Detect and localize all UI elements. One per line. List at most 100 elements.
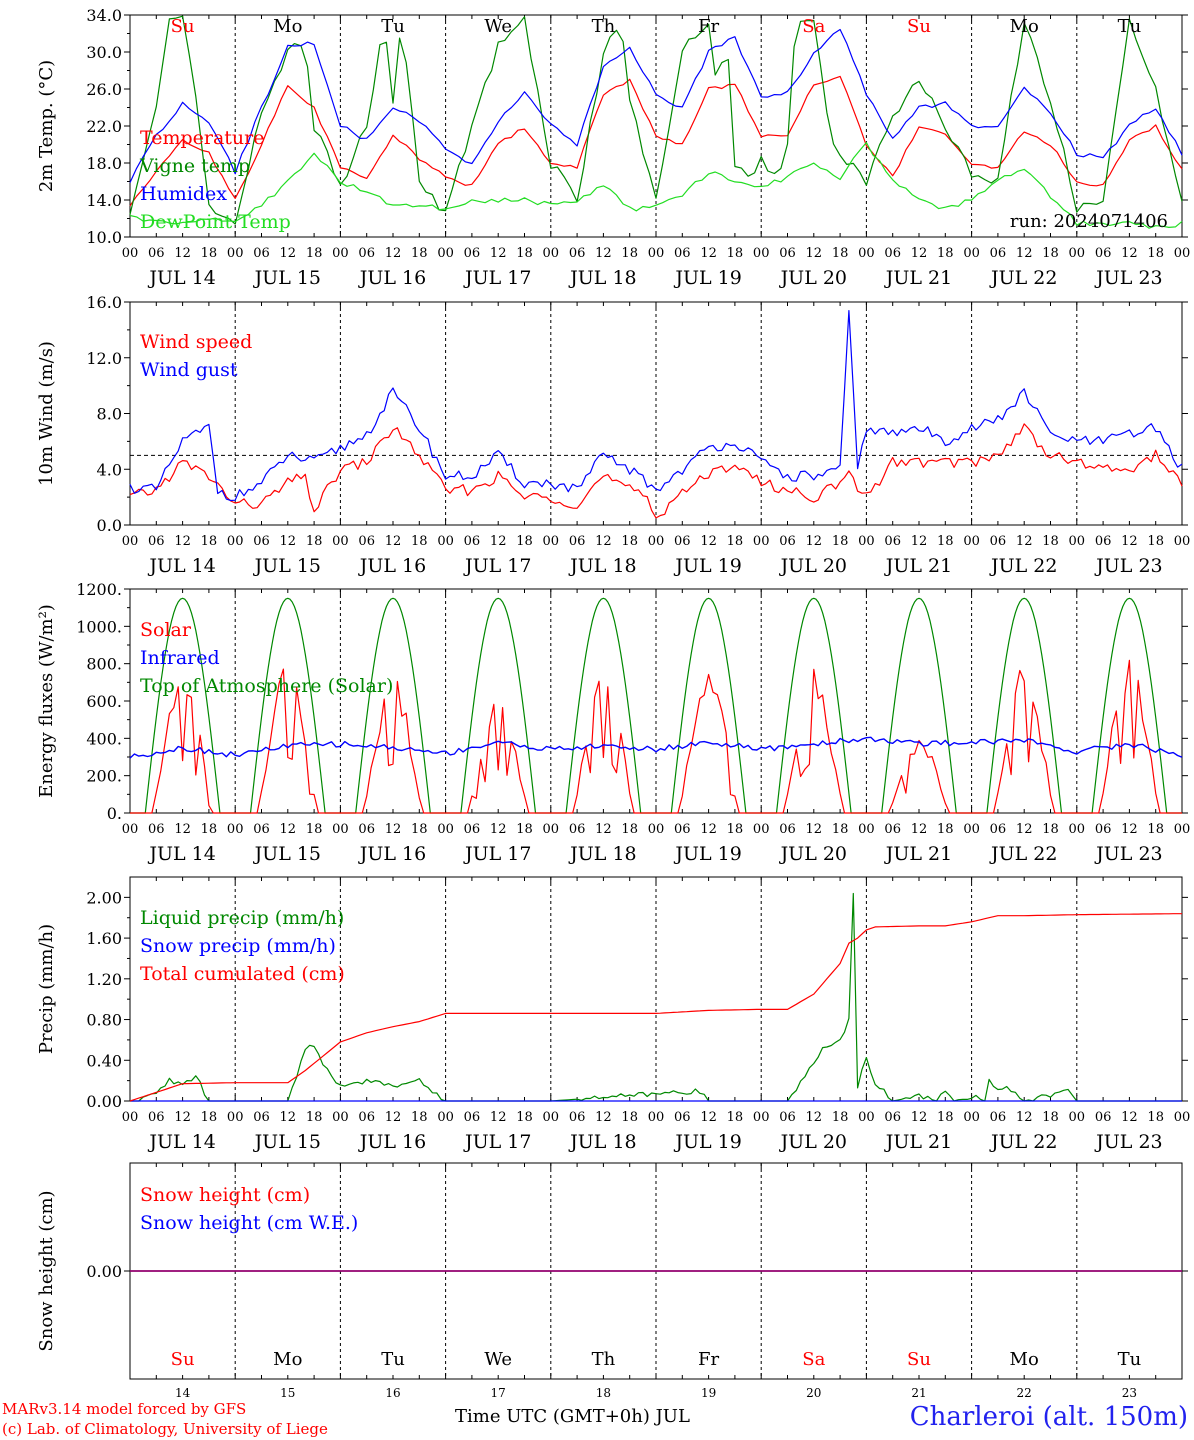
hour-label: 06 — [674, 822, 691, 837]
hour-label: 18 — [1042, 246, 1059, 261]
hour-label: 12 — [700, 1110, 717, 1125]
hour-label: 00 — [1069, 534, 1086, 549]
series-line-temperature — [129, 75, 1183, 207]
hour-label: 18 — [306, 1110, 323, 1125]
hour-label: 06 — [884, 534, 901, 549]
weekday-label: Mo — [1010, 1349, 1039, 1370]
day-number-label: 23 — [1122, 1386, 1137, 1400]
hour-label: 18 — [516, 534, 533, 549]
hour-label: 00 — [753, 246, 770, 261]
hour-label: 00 — [858, 1110, 875, 1125]
weekday-label: Tu — [381, 1349, 405, 1370]
hour-label: 12 — [490, 1110, 507, 1125]
x-axis-title: Time UTC (GMT+0h) JUL — [455, 1406, 690, 1427]
hour-label: 06 — [253, 534, 270, 549]
date-label: JUL 22 — [989, 1131, 1057, 1153]
y-tick-label: 8.0 — [97, 405, 122, 424]
hour-label: 00 — [332, 534, 349, 549]
date-label: JUL 20 — [779, 843, 847, 865]
hour-label: 18 — [411, 1110, 428, 1125]
date-label: JUL 19 — [673, 267, 741, 289]
hour-label: 18 — [306, 534, 323, 549]
hour-label: 12 — [700, 534, 717, 549]
hour-label: 12 — [280, 822, 297, 837]
hour-label: 06 — [779, 822, 796, 837]
hour-label: 06 — [779, 1110, 796, 1125]
y-tick-label: 0.80 — [86, 1011, 122, 1030]
hour-label: 00 — [122, 246, 139, 261]
legend-entry: Snow height (cm) — [140, 1184, 310, 1206]
run-annotation: run: 2024071406 — [1010, 211, 1168, 232]
series-line-infrared — [129, 736, 1183, 759]
hour-label: 06 — [464, 534, 481, 549]
hour-label: 18 — [621, 246, 638, 261]
y-axis-title: 2m Temp. (°C) — [36, 60, 57, 192]
hour-label: 12 — [490, 246, 507, 261]
weekday-label: Su — [171, 1349, 195, 1370]
hour-label: 00 — [1069, 246, 1086, 261]
weekday-label: Sa — [802, 1349, 825, 1370]
hour-label: 06 — [779, 534, 796, 549]
date-label: JUL 20 — [779, 555, 847, 577]
y-tick-label: 800. — [86, 655, 122, 674]
date-label: JUL 20 — [779, 267, 847, 289]
hour-label: 06 — [1095, 246, 1112, 261]
hour-label: 00 — [963, 822, 980, 837]
date-label: JUL 18 — [568, 555, 636, 577]
y-tick-label: 16.0 — [86, 293, 122, 312]
date-label: JUL 18 — [568, 1131, 636, 1153]
legend-entry: Wind speed — [140, 331, 252, 353]
hour-label: 06 — [569, 822, 586, 837]
plot-frame-wind — [129, 301, 1183, 526]
hour-label: 00 — [227, 246, 244, 261]
hour-label: 18 — [201, 1110, 218, 1125]
hour-label: 12 — [1121, 246, 1138, 261]
date-label: JUL 23 — [1094, 1131, 1162, 1153]
hour-label: 12 — [595, 534, 612, 549]
y-tick-label: 400. — [86, 729, 122, 748]
hour-label: 06 — [569, 1110, 586, 1125]
hour-label: 06 — [253, 1110, 270, 1125]
hour-label: 18 — [937, 246, 954, 261]
weekday-label: Mo — [273, 16, 302, 37]
date-label: JUL 21 — [884, 1131, 952, 1153]
hour-label: 18 — [832, 822, 849, 837]
y-tick-label: 26.0 — [86, 80, 122, 99]
hour-label: 18 — [306, 822, 323, 837]
date-label: JUL 16 — [358, 1131, 426, 1153]
day-number-label: 20 — [806, 1386, 821, 1400]
hour-label: 12 — [1016, 246, 1033, 261]
hour-label: 12 — [1121, 1110, 1138, 1125]
y-tick-label: 0.40 — [86, 1051, 122, 1070]
hour-label: 12 — [911, 246, 928, 261]
weekday-label: We — [484, 1349, 512, 1370]
hour-label: 12 — [280, 246, 297, 261]
series-line-dewpoint-temp — [129, 141, 1183, 229]
lab-credit: (c) Lab. of Climatology, University of L… — [2, 1420, 328, 1438]
y-tick-label: 1000. — [76, 617, 122, 636]
y-tick-label: 30.0 — [86, 43, 122, 62]
date-label: JUL 21 — [884, 267, 952, 289]
hour-label: 18 — [201, 822, 218, 837]
date-label: JUL 15 — [253, 267, 321, 289]
hour-label: 18 — [937, 822, 954, 837]
y-axis-title: Precip (mm/h) — [36, 924, 57, 1054]
hour-label: 18 — [201, 534, 218, 549]
day-number-label: 16 — [385, 1386, 400, 1400]
hour-label: 12 — [385, 534, 402, 549]
hour-label: 18 — [621, 822, 638, 837]
y-axis-title: Energy fluxes (W/m²) — [36, 604, 57, 798]
legend-entry: Humidex — [140, 183, 227, 205]
hour-label: 00 — [332, 822, 349, 837]
hour-label: 12 — [806, 822, 823, 837]
legend-entry: Top of Atmosphere (Solar) — [140, 675, 393, 697]
hour-label: 06 — [358, 246, 375, 261]
hour-label: 00 — [543, 822, 560, 837]
hour-label: 00 — [963, 534, 980, 549]
hour-label: 00 — [227, 822, 244, 837]
hour-label: 00 — [437, 246, 454, 261]
hour-label: 18 — [937, 534, 954, 549]
legend-entry: Solar — [140, 619, 192, 641]
hour-label: 12 — [806, 1110, 823, 1125]
day-number-label: 19 — [701, 1386, 716, 1400]
